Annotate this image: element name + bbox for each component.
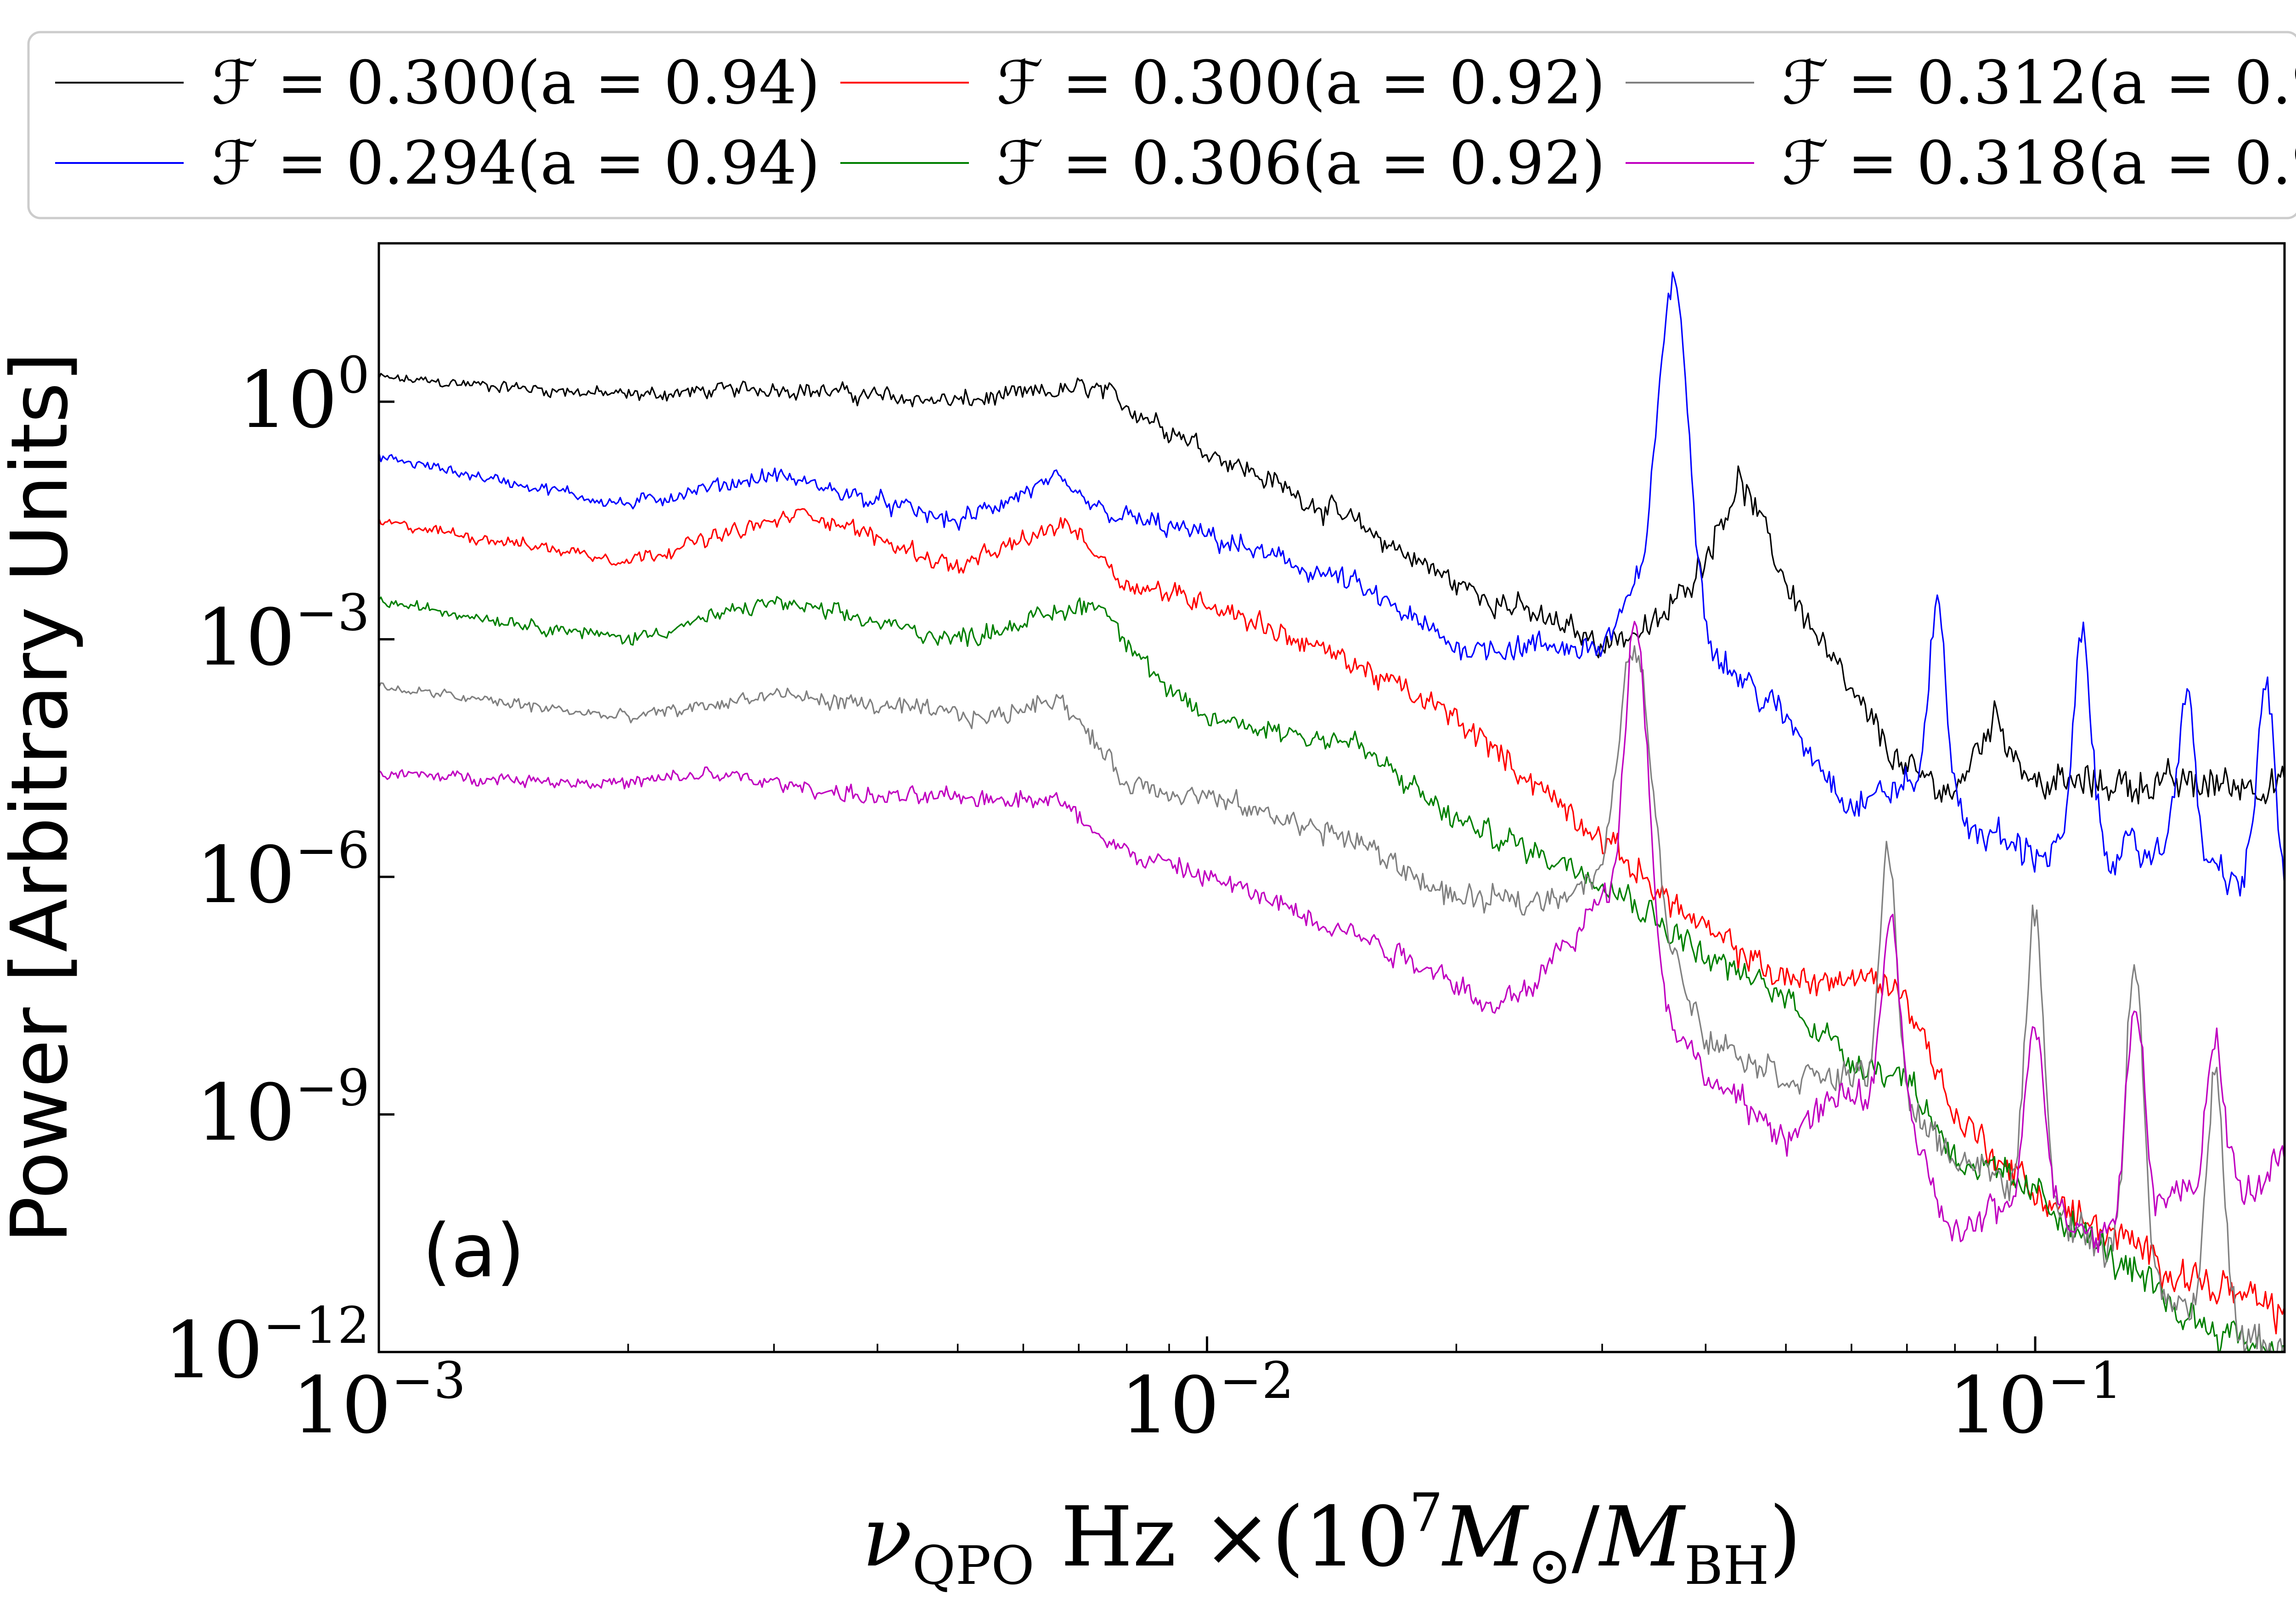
series-line-6 — [379, 621, 2285, 1253]
legend-label: ℱ = 0.300(a = 0.92) — [996, 48, 1605, 118]
series-line-4 — [379, 596, 2285, 1352]
y-axis-label: Power [Arbitrary Units] — [0, 352, 85, 1244]
legend-label: ℱ = 0.294(a = 0.94) — [211, 128, 820, 198]
x-tick-label: 10−2 — [1120, 1351, 1294, 1451]
y-tick-label: 10−3 — [196, 583, 370, 684]
legend-box — [27, 31, 2296, 219]
y-tick-label: 10−6 — [196, 821, 370, 921]
series-lines — [379, 271, 2285, 1352]
legend-label: ℱ = 0.312(a = 0.92) — [1782, 48, 2296, 118]
plot-frame — [377, 242, 2286, 1353]
series-line-2 — [379, 271, 2285, 897]
legend-label: ℱ = 0.318(a = 0.92) — [1782, 128, 2296, 198]
series-line-3 — [379, 508, 2285, 1335]
legend: ℱ = 0.300(a = 0.94) ℱ = 0.294(a = 0.94) ℱ … — [27, 31, 2296, 219]
y-tick-label: 10−9 — [196, 1059, 370, 1159]
axis-labels: 10−3 10−2 10−1 100 10−3 10−6 10−9 10−12 Power [A… — [0, 346, 2122, 1597]
axes — [377, 242, 2286, 1353]
legend-label: ℱ = 0.306(a = 0.92) — [996, 128, 1605, 198]
series-line-1 — [379, 373, 2285, 805]
x-axis-label: νQPO Hz ×(107M⊙/MBH) — [862, 1482, 1801, 1597]
x-tick-label: 10−1 — [1948, 1351, 2122, 1451]
series-line-5 — [379, 645, 2284, 1352]
panel-label: (a) — [422, 1208, 525, 1294]
y-tick-label: 10−12 — [164, 1296, 370, 1396]
y-tick-label: 100 — [238, 346, 370, 446]
legend-label: ℱ = 0.300(a = 0.94) — [211, 48, 820, 118]
x-tick-label: 10−3 — [292, 1351, 466, 1451]
